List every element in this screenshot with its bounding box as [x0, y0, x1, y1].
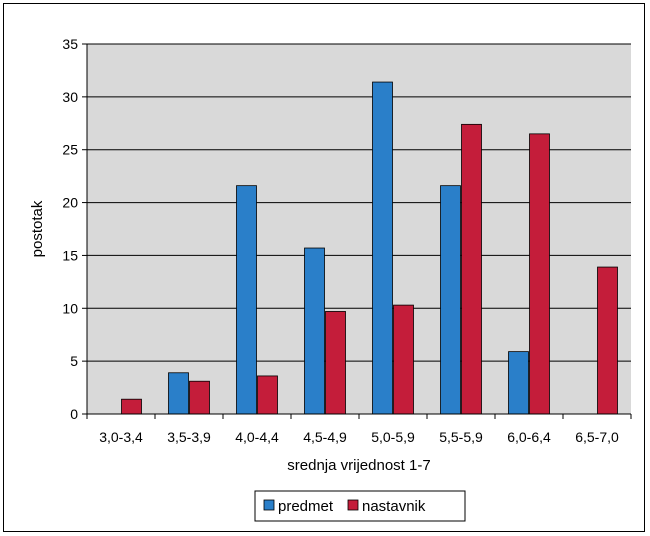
- legend-swatch-predmet: [263, 499, 275, 511]
- bar-predmet-5: [440, 185, 461, 415]
- legend: predmet nastavnik: [254, 490, 466, 522]
- x-tick-label: 6,5-7,0: [575, 429, 619, 445]
- y-tick-label: 25: [62, 142, 78, 158]
- bar-nastavnik-2: [257, 375, 278, 415]
- x-tick-label: 4,0-4,4: [235, 429, 279, 445]
- x-axis-title: srednja vrijednost 1-7: [287, 457, 430, 474]
- y-tick-label: 30: [62, 89, 78, 105]
- y-tick-label: 5: [70, 353, 78, 369]
- y-tick-label: 20: [62, 195, 78, 211]
- x-tick-label: 3,0-3,4: [99, 429, 143, 445]
- bar-nastavnik-7: [597, 266, 618, 415]
- x-tick-label: 5,0-5,9: [371, 429, 415, 445]
- bar-nastavnik-0: [121, 398, 142, 415]
- bar-nastavnik-6: [529, 133, 550, 415]
- y-tick-label: 35: [62, 36, 78, 52]
- bar-nastavnik-4: [393, 304, 414, 415]
- y-tick-label: 15: [62, 247, 78, 263]
- bar-predmet-3: [304, 247, 325, 415]
- x-tick-labels: 3,0-3,4 3,5-3,9 4,0-4,4 4,5-4,9 5,0-5,9 5,5-5…: [86, 414, 632, 445]
- legend-box: [254, 490, 466, 522]
- legend-label-predmet: predmet: [278, 498, 334, 515]
- legend-swatch-nastavnik: [347, 499, 359, 511]
- y-axis-title: postotak: [29, 200, 46, 257]
- bar-nastavnik-3: [325, 311, 346, 415]
- y-tick-labels: 0 5 10 15 20 25 30 35: [62, 36, 87, 422]
- y-tick-label: 0: [70, 406, 78, 422]
- bar-nastavnik-1: [189, 380, 210, 415]
- bar-predmet-4: [372, 81, 393, 415]
- x-tick-label: 4,5-4,9: [303, 429, 347, 445]
- x-tick-label: 5,5-5,9: [439, 429, 483, 445]
- x-tick-label: 3,5-3,9: [167, 429, 211, 445]
- legend-label-nastavnik: nastavnik: [362, 498, 426, 515]
- bar-predmet-2: [236, 185, 257, 415]
- bar-nastavnik-5: [461, 123, 482, 415]
- bar-predmet-1: [168, 372, 189, 415]
- bars: [121, 81, 618, 415]
- bar-predmet-6: [508, 351, 529, 415]
- x-tick-label: 6,0-6,4: [507, 429, 551, 445]
- y-tick-label: 10: [62, 300, 78, 316]
